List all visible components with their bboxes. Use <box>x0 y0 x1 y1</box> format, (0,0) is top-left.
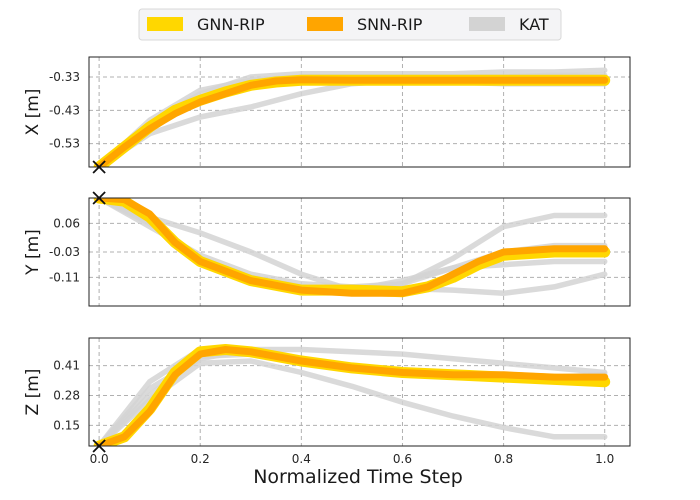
legend-swatch <box>469 17 505 31</box>
x-tick-label: 0.0 <box>90 452 109 466</box>
legend-label: GNN-RIP <box>197 15 265 34</box>
x-tick-label: 0.4 <box>292 452 311 466</box>
plot-area <box>89 338 630 446</box>
panel-y-m: 0.06 -0.03 -0.11 Y [m] <box>23 191 631 307</box>
series-line-snn-rip <box>95 346 609 446</box>
x-tick-label: 0.2 <box>191 452 210 466</box>
start-marker <box>92 191 106 205</box>
y-tick-label: 0.28 <box>53 388 80 402</box>
start-marker <box>92 439 106 453</box>
x-axis-label: Normalized Time Step <box>253 466 463 488</box>
panel-x-m: -0.33 -0.43 -0.53 X [m] <box>23 56 631 174</box>
y-tick-label: -0.43 <box>49 103 80 117</box>
x-tick-label: 0.8 <box>494 452 513 466</box>
x-tick-label: 1.0 <box>595 452 614 466</box>
series-line-snn-rip <box>95 76 609 167</box>
y-axis-label: X [m] <box>23 89 43 136</box>
legend: GNN-RIP SNN-RIP KAT <box>138 8 562 41</box>
legend-label: KAT <box>519 15 549 34</box>
y-tick-label: -0.03 <box>49 245 80 259</box>
legend-box <box>138 8 562 41</box>
start-marker <box>92 160 106 174</box>
legend-entry-snn-rip: SNN-RIP <box>307 15 423 34</box>
x-tick-label: 0.6 <box>393 452 412 466</box>
y-tick-label: -0.53 <box>49 137 80 151</box>
y-tick-label: 0.41 <box>53 359 80 373</box>
y-axis-label: Y [m] <box>23 229 43 276</box>
legend-entry-kat: KAT <box>469 15 549 34</box>
axes-frame <box>88 337 631 447</box>
y-axis-label: Z [m] <box>23 369 43 416</box>
series-line-snn-rip <box>95 198 609 297</box>
y-tick-label: 0.15 <box>53 418 80 432</box>
legend-swatch <box>307 17 343 31</box>
legend-swatch <box>147 17 183 31</box>
y-tick-label: -0.33 <box>49 70 80 84</box>
panel-z-m: 0.41 0.28 0.15 Z [m] 0.0 0.2 0.4 0.6 0.8 1.0 <box>23 337 631 466</box>
legend-entry-gnn-rip: GNN-RIP <box>147 15 265 34</box>
axes-frame <box>88 197 631 307</box>
axes-frame <box>88 56 631 168</box>
legend-label: SNN-RIP <box>357 15 423 34</box>
y-tick-label: -0.11 <box>49 270 80 284</box>
panels: -0.33-0.43-0.53X [m]0.06-0.03-0.11Y [m]0… <box>23 56 631 466</box>
y-tick-label: 0.06 <box>53 216 80 230</box>
series-line-kat <box>96 358 608 446</box>
